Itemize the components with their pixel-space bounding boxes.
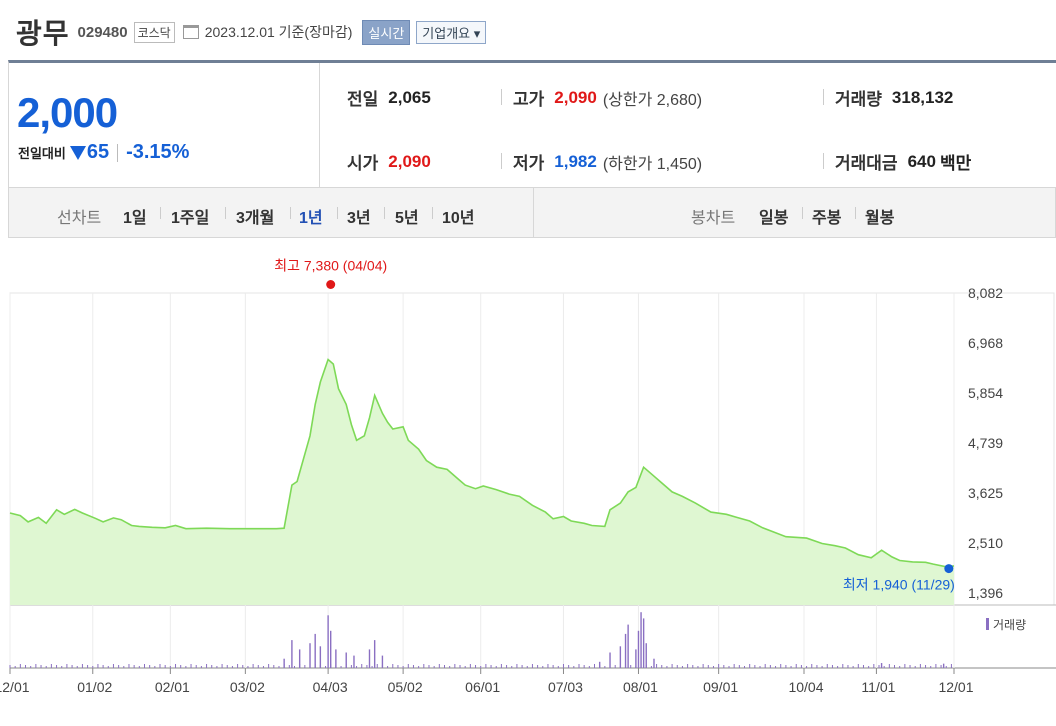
high-value: 2,090 xyxy=(554,87,597,107)
x-tick-label: 12/01 xyxy=(0,679,30,695)
min-point xyxy=(944,564,954,574)
period-1w[interactable]: 1주일 xyxy=(171,210,210,227)
period-1d[interactable]: 1일 xyxy=(123,210,147,227)
current-price-panel: 2,000 전일대비 65 -3.15% xyxy=(9,63,320,188)
x-tick-label: 02/01 xyxy=(155,679,190,695)
candle-weekly[interactable]: 주봉 xyxy=(812,210,842,227)
realtime-button[interactable]: 실시간 xyxy=(362,19,411,45)
candle-chart-label: 봉차트 xyxy=(691,210,736,227)
min-label: 최저 1,940 (11/29) xyxy=(843,577,955,593)
volume-bars xyxy=(9,612,952,668)
high-label: 고가 xyxy=(513,90,545,109)
y-tick-label: 3,625 xyxy=(968,485,1003,501)
price-line xyxy=(9,358,955,568)
price-area xyxy=(10,359,954,605)
low-label: 저가 xyxy=(513,154,545,173)
amount-value: 640 xyxy=(907,151,936,171)
lower-limit: (하한가 1,450) xyxy=(602,155,703,173)
stock-name: 광무 xyxy=(16,18,70,49)
y-tick-label: 8,082 xyxy=(968,285,1003,301)
divider xyxy=(117,143,119,162)
quote-date: 2023.12.01 기준(장마감) xyxy=(204,24,353,40)
y-axis-ticks: 8,082 6,968 5,854 4,739 3,625 2,510 1,396 xyxy=(968,285,1003,601)
y-tick-label: 6,968 xyxy=(968,335,1003,351)
x-tick-label: 11/01 xyxy=(861,679,895,695)
x-tick-label: 04/03 xyxy=(313,679,348,695)
down-triangle-icon xyxy=(69,145,86,160)
open-value: 2,090 xyxy=(388,151,431,171)
x-tick-label: 07/03 xyxy=(548,679,583,695)
candle-monthly[interactable]: 월봉 xyxy=(865,210,895,227)
x-axis-ticks: 12/01 01/02 02/01 03/02 04/03 05/02 06/01 07/03… xyxy=(0,668,974,695)
y-tick-label: 4,739 xyxy=(968,435,1003,451)
amount-label: 거래대금 xyxy=(835,154,898,173)
open-label: 시가 xyxy=(347,154,379,173)
x-tick-label: 12/01 xyxy=(938,679,973,695)
calendar-icon xyxy=(182,25,199,39)
volume-legend-label: 거래량 xyxy=(993,618,1026,632)
x-tick-label: 06/01 xyxy=(465,679,500,695)
period-5y[interactable]: 5년 xyxy=(395,210,419,227)
period-3m[interactable]: 3개월 xyxy=(236,210,275,227)
chart-grid xyxy=(9,292,1056,669)
period-10y[interactable]: 10년 xyxy=(442,210,475,227)
prev-close-value: 2,065 xyxy=(388,87,431,107)
max-label: 최고 7,380 (04/04) xyxy=(274,257,387,273)
diff-percent: -3.15% xyxy=(126,141,190,163)
upper-limit: (상한가 2,680) xyxy=(602,91,703,109)
x-tick-label: 03/02 xyxy=(230,679,265,695)
x-tick-label: 09/01 xyxy=(703,679,738,695)
diff-label: 전일대비 xyxy=(18,146,66,161)
volume-legend-swatch xyxy=(986,618,989,630)
period-1y[interactable]: 1년 xyxy=(299,210,323,227)
volume-value: 318,132 xyxy=(891,87,954,107)
current-price: 2,000 xyxy=(17,89,118,136)
stock-header: 광무 029480 코스닥 2023.12.01 기준(장마감) 실시간 기업개… xyxy=(16,14,487,50)
y-tick-label: 1,396 xyxy=(968,585,1003,601)
period-3y[interactable]: 3년 xyxy=(347,210,371,227)
company-overview-dropdown[interactable]: 기업개요 ▾ xyxy=(416,20,487,44)
y-tick-label: 5,854 xyxy=(968,385,1003,401)
x-tick-label: 10/04 xyxy=(788,679,823,695)
line-chart-label: 선차트 xyxy=(57,210,102,227)
stock-code: 029480 xyxy=(77,23,128,41)
amount-unit: 백만 xyxy=(939,154,972,173)
prev-close-label: 전일 xyxy=(347,90,379,109)
price-summary: 2,000 전일대비 65 -3.15% 전일 2,065 시가 2,090 고… xyxy=(8,60,1056,188)
candle-daily[interactable]: 일봉 xyxy=(759,210,789,227)
period-selector: 선차트 1일 1주일 3개월 1년 3년 5년 10년 봉차트 일봉 주봉 월봉 xyxy=(8,188,1056,238)
x-tick-label: 05/02 xyxy=(388,679,423,695)
max-point xyxy=(326,279,336,289)
x-tick-label: 01/02 xyxy=(77,679,112,695)
market-badge: 코스닥 xyxy=(133,21,175,43)
diff-value: 65 xyxy=(86,141,110,163)
x-tick-label: 08/01 xyxy=(623,679,658,695)
low-value: 1,982 xyxy=(554,151,597,171)
y-tick-label: 2,510 xyxy=(968,535,1003,551)
volume-label: 거래량 xyxy=(835,90,882,109)
